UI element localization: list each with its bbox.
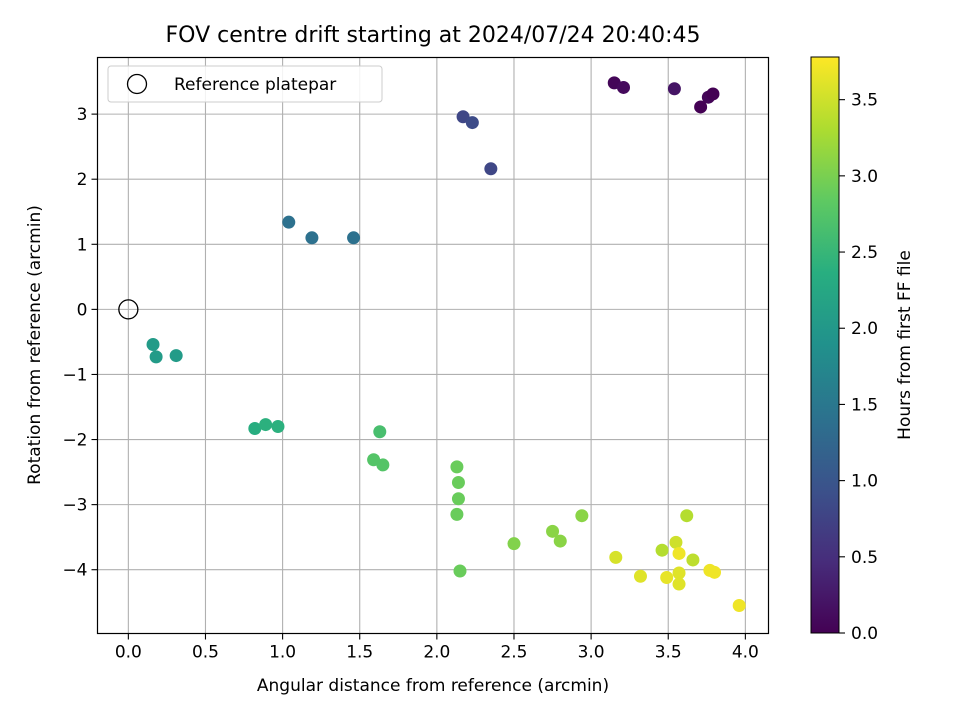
data-point — [706, 87, 720, 101]
data-point — [667, 82, 681, 96]
colorbar-tick-label: 1.5 — [851, 395, 878, 415]
data-point — [680, 509, 694, 523]
y-axis-ticks: −4 −3 −2 −1 0 1 2 3 — [62, 105, 98, 581]
data-point — [305, 231, 319, 245]
data-point — [708, 565, 722, 579]
grid-lines — [97, 57, 769, 634]
colorbar-tick-label: 0.0 — [851, 624, 878, 644]
data-point — [376, 458, 390, 472]
data-point — [450, 507, 464, 521]
data-point — [271, 420, 285, 434]
data-point — [694, 100, 708, 114]
data-point — [282, 215, 296, 229]
data-point — [609, 550, 623, 564]
data-point — [617, 80, 631, 94]
data-point — [347, 231, 361, 245]
x-tick-label: 0.0 — [115, 643, 142, 663]
x-tick-label: 2.0 — [423, 643, 450, 663]
data-point — [507, 537, 521, 551]
data-point — [259, 418, 273, 432]
legend-marker-open-circle — [126, 73, 148, 95]
data-point — [672, 577, 686, 591]
reference-point — [118, 299, 139, 320]
data-point — [669, 535, 683, 549]
legend-box — [107, 65, 383, 103]
x-tick-label: 2.5 — [500, 643, 527, 663]
x-tick-label: 0.5 — [192, 643, 219, 663]
data-point — [575, 509, 589, 523]
x-tick-label: 3.0 — [578, 643, 605, 663]
data-point — [672, 546, 686, 560]
colorbar-tick-label: 0.5 — [851, 548, 878, 568]
data-point — [732, 599, 746, 613]
y-tick-label: 3 — [77, 105, 88, 125]
colorbar-tick-label: 2.5 — [851, 243, 878, 263]
y-tick-label: −1 — [62, 365, 87, 385]
data-point — [146, 338, 160, 352]
data-point — [450, 460, 464, 474]
y-tick-label: −4 — [62, 561, 87, 581]
data-point — [660, 571, 674, 585]
colorbar — [810, 56, 840, 634]
data-point — [453, 564, 467, 578]
data-point — [149, 350, 163, 364]
y-tick-label: 1 — [77, 235, 88, 255]
x-tick-label: 1.0 — [269, 643, 296, 663]
data-point — [655, 543, 669, 557]
x-tick-label: 4.0 — [732, 643, 759, 663]
y-tick-label: −2 — [62, 431, 87, 451]
y-tick-label: −3 — [62, 496, 87, 516]
data-point — [546, 524, 560, 538]
data-point — [456, 110, 470, 124]
colorbar-tick-label: 2.0 — [851, 319, 878, 339]
y-axis-label: Rotation from reference (arcmin) — [25, 205, 45, 485]
data-point — [484, 162, 498, 176]
data-point — [686, 553, 700, 567]
colorbar-tick-label: 3.0 — [851, 167, 878, 187]
legend: Reference platepar — [107, 65, 383, 103]
colorbar-tick-label: 1.0 — [851, 472, 878, 492]
data-point — [672, 566, 686, 580]
data-point — [169, 349, 183, 363]
data-points — [146, 76, 746, 613]
plot-frame — [96, 56, 770, 635]
colorbar-ticks: 0.0 0.5 1.0 1.5 2.0 2.5 3.0 3.5 — [839, 91, 878, 644]
data-point — [633, 569, 647, 583]
colorbar-label: Hours from first FF file — [895, 250, 915, 440]
x-axis-label: Angular distance from reference (arcmin) — [257, 676, 609, 696]
data-point — [451, 492, 465, 506]
data-point — [248, 421, 262, 435]
colorbar-tick-label: 3.5 — [851, 91, 878, 111]
data-point — [553, 534, 567, 548]
x-axis-ticks: 0.0 0.5 1.0 1.5 2.0 2.5 3.0 3.5 4.0 — [115, 633, 759, 663]
data-point — [465, 116, 479, 130]
chart-title: FOV centre drift starting at 2024/07/24 … — [166, 23, 701, 48]
legend-label: Reference platepar — [174, 75, 336, 95]
data-point — [451, 476, 465, 490]
x-tick-label: 3.5 — [655, 643, 682, 663]
y-tick-label: 0 — [77, 300, 88, 320]
data-point — [373, 425, 387, 439]
y-tick-label: 2 — [77, 170, 88, 190]
reference-platepar-marker — [118, 299, 139, 320]
x-tick-label: 1.5 — [346, 643, 373, 663]
